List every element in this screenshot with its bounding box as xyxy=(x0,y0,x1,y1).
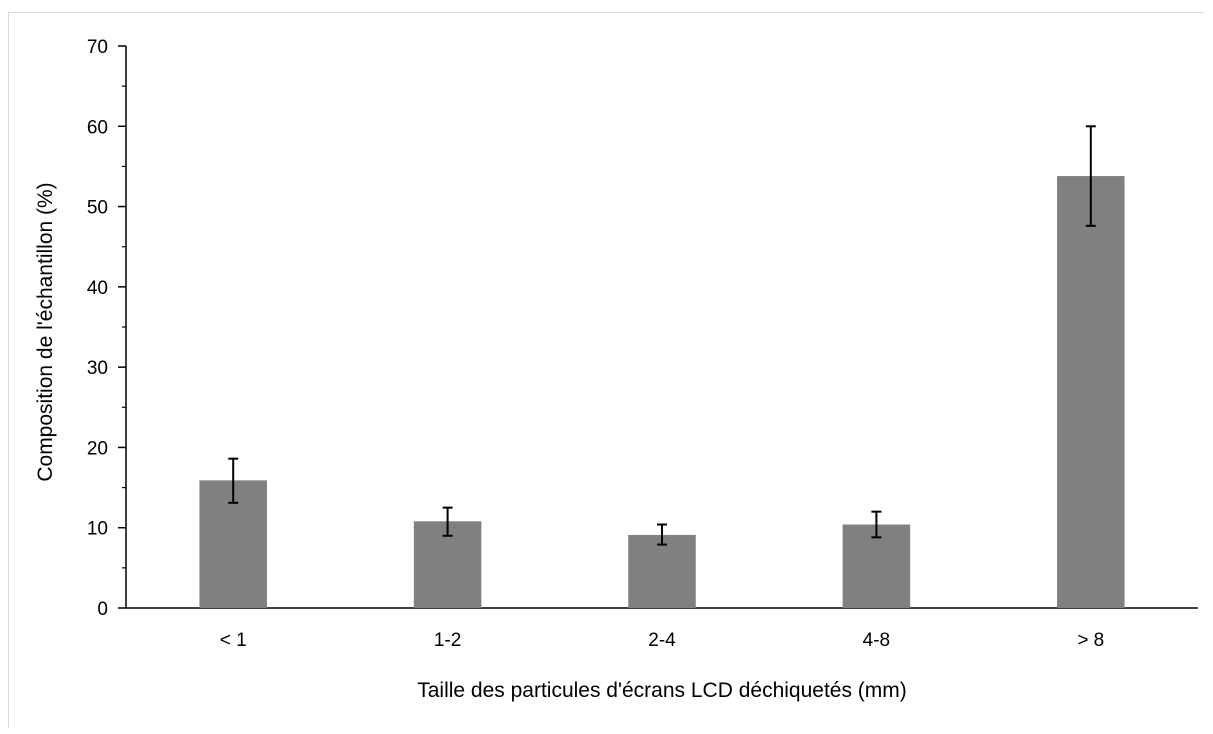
y-tick-labels: 0 10 20 30 40 50 60 70 xyxy=(87,37,108,620)
x-tick-label: 2-4 xyxy=(648,630,676,651)
y-tick-label: 10 xyxy=(87,519,108,540)
y-tick-label: 50 xyxy=(87,198,108,219)
y-axis xyxy=(118,45,127,609)
x-tick-labels: < 1 1-2 2-4 4-8 > 8 xyxy=(220,630,1105,651)
y-tick-label: 40 xyxy=(87,278,108,299)
x-tick-label: 1-2 xyxy=(434,630,461,651)
x-tick-label: < 1 xyxy=(220,630,247,651)
bar xyxy=(842,524,911,608)
x-tick-label: 4-8 xyxy=(863,630,890,651)
bar xyxy=(628,534,696,608)
chart-frame xyxy=(8,12,1204,728)
x-axis-title: Taille des particules d'écrans LCD déchi… xyxy=(417,679,907,702)
y-axis-title: Composition de l'échantillon (%) xyxy=(34,182,57,481)
y-tick-label: 70 xyxy=(87,37,108,58)
y-tick-label: 0 xyxy=(97,599,108,620)
y-tick-label: 60 xyxy=(87,117,108,138)
x-tick-label: > 8 xyxy=(1077,630,1104,651)
bar xyxy=(1057,176,1125,608)
y-tick-label: 20 xyxy=(87,438,108,459)
error-bars xyxy=(228,125,1096,546)
y-tick-label: 30 xyxy=(87,358,108,379)
